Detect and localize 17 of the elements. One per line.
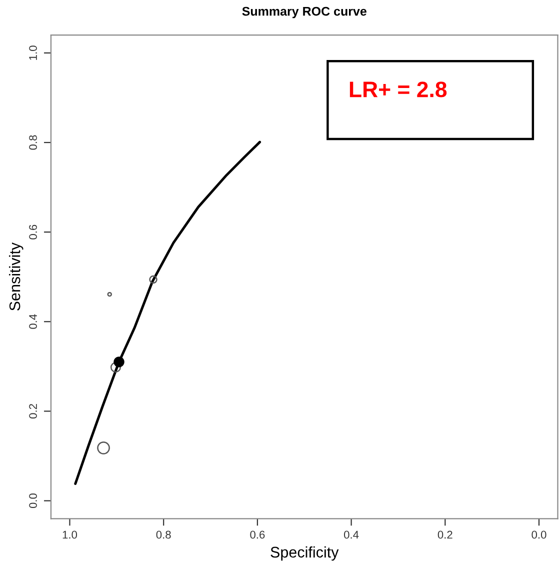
y-tick-label: 0.4 [29, 314, 37, 329]
y-axis-title: Sensitivity [9, 242, 24, 311]
chart-title: Summary ROC curve [242, 6, 366, 18]
y-tick-label: 1.0 [29, 46, 37, 60]
y-tick-label: 0.8 [29, 135, 37, 150]
x-tick-label: 0.2 [438, 530, 452, 539]
x-axis-title: Specificity [270, 546, 339, 561]
x-tick-label: 0.4 [344, 530, 359, 539]
annotation: LR+ = 2.8 [350, 82, 447, 98]
x-tick-label: 0.8 [156, 530, 171, 539]
y-tick-label: 0.6 [29, 224, 37, 240]
y-tick-label: 0.0 [29, 493, 37, 508]
x-tick-label: 0.6 [250, 530, 265, 539]
line-series [74, 140, 262, 485]
x-tick-label: 1.0 [62, 530, 78, 539]
x-tick-label: 0.0 [532, 530, 546, 539]
y-tick-label: 0.2 [29, 404, 37, 418]
